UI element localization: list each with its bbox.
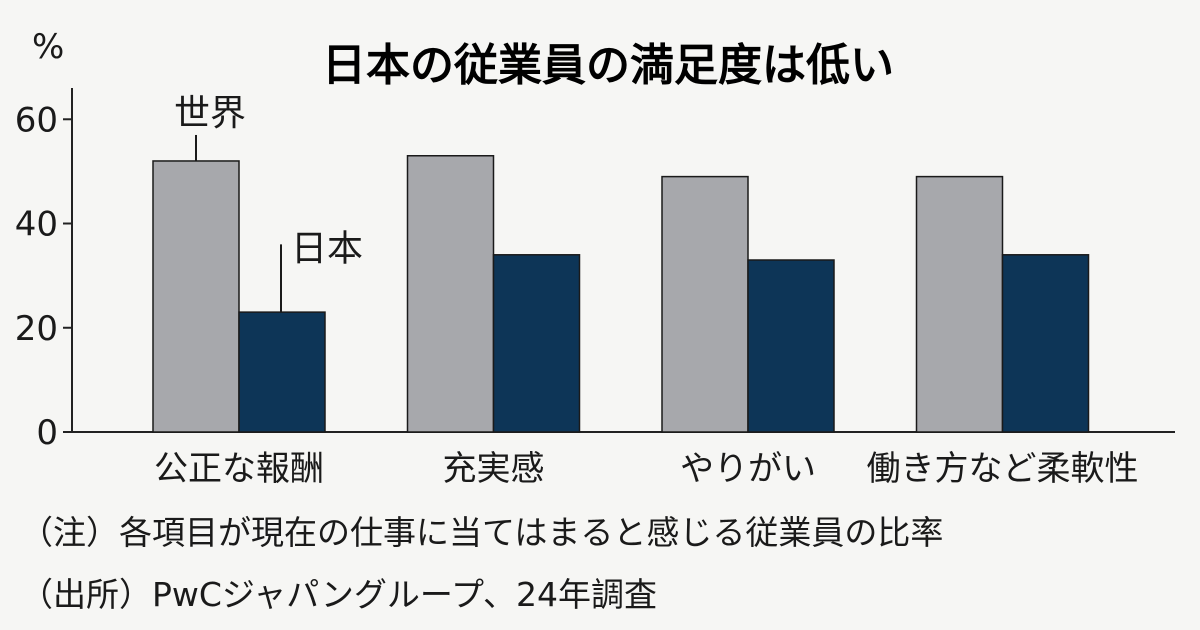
y-tick-label: 40 [15, 205, 58, 245]
bar-japan [492, 254, 581, 433]
category-label: やりがい [680, 449, 816, 489]
axes: 0 20 40 60 [15, 88, 1175, 453]
bar-world [915, 175, 1004, 433]
category-label: 充実感 [443, 449, 545, 489]
y-tick-label: 0 [36, 413, 58, 453]
bar-world [406, 155, 495, 433]
chart-title: 日本の従業員の満足度は低い [322, 40, 894, 91]
y-tick-label: 20 [15, 309, 58, 349]
bar-japan [1001, 254, 1090, 433]
bar-world [152, 160, 240, 433]
category-label: 公正な報酬 [154, 449, 324, 489]
footnote: （注）各項目が現在の仕事に当てはまると感じる従業員の比率 [20, 513, 944, 552]
y-axis-unit: % [32, 27, 64, 67]
y-tick-label: 60 [15, 100, 58, 140]
bars [152, 155, 1090, 433]
series-label-world: 世界 [174, 93, 246, 134]
bar-japan [747, 259, 835, 433]
series-label-japan: 日本 [291, 228, 363, 269]
source-note: （出所）PwCジャパングループ、24年調査 [20, 575, 657, 614]
bar-world [661, 175, 749, 433]
bar-japan [238, 311, 326, 433]
category-label: 働き方など柔軟性 [867, 449, 1139, 489]
